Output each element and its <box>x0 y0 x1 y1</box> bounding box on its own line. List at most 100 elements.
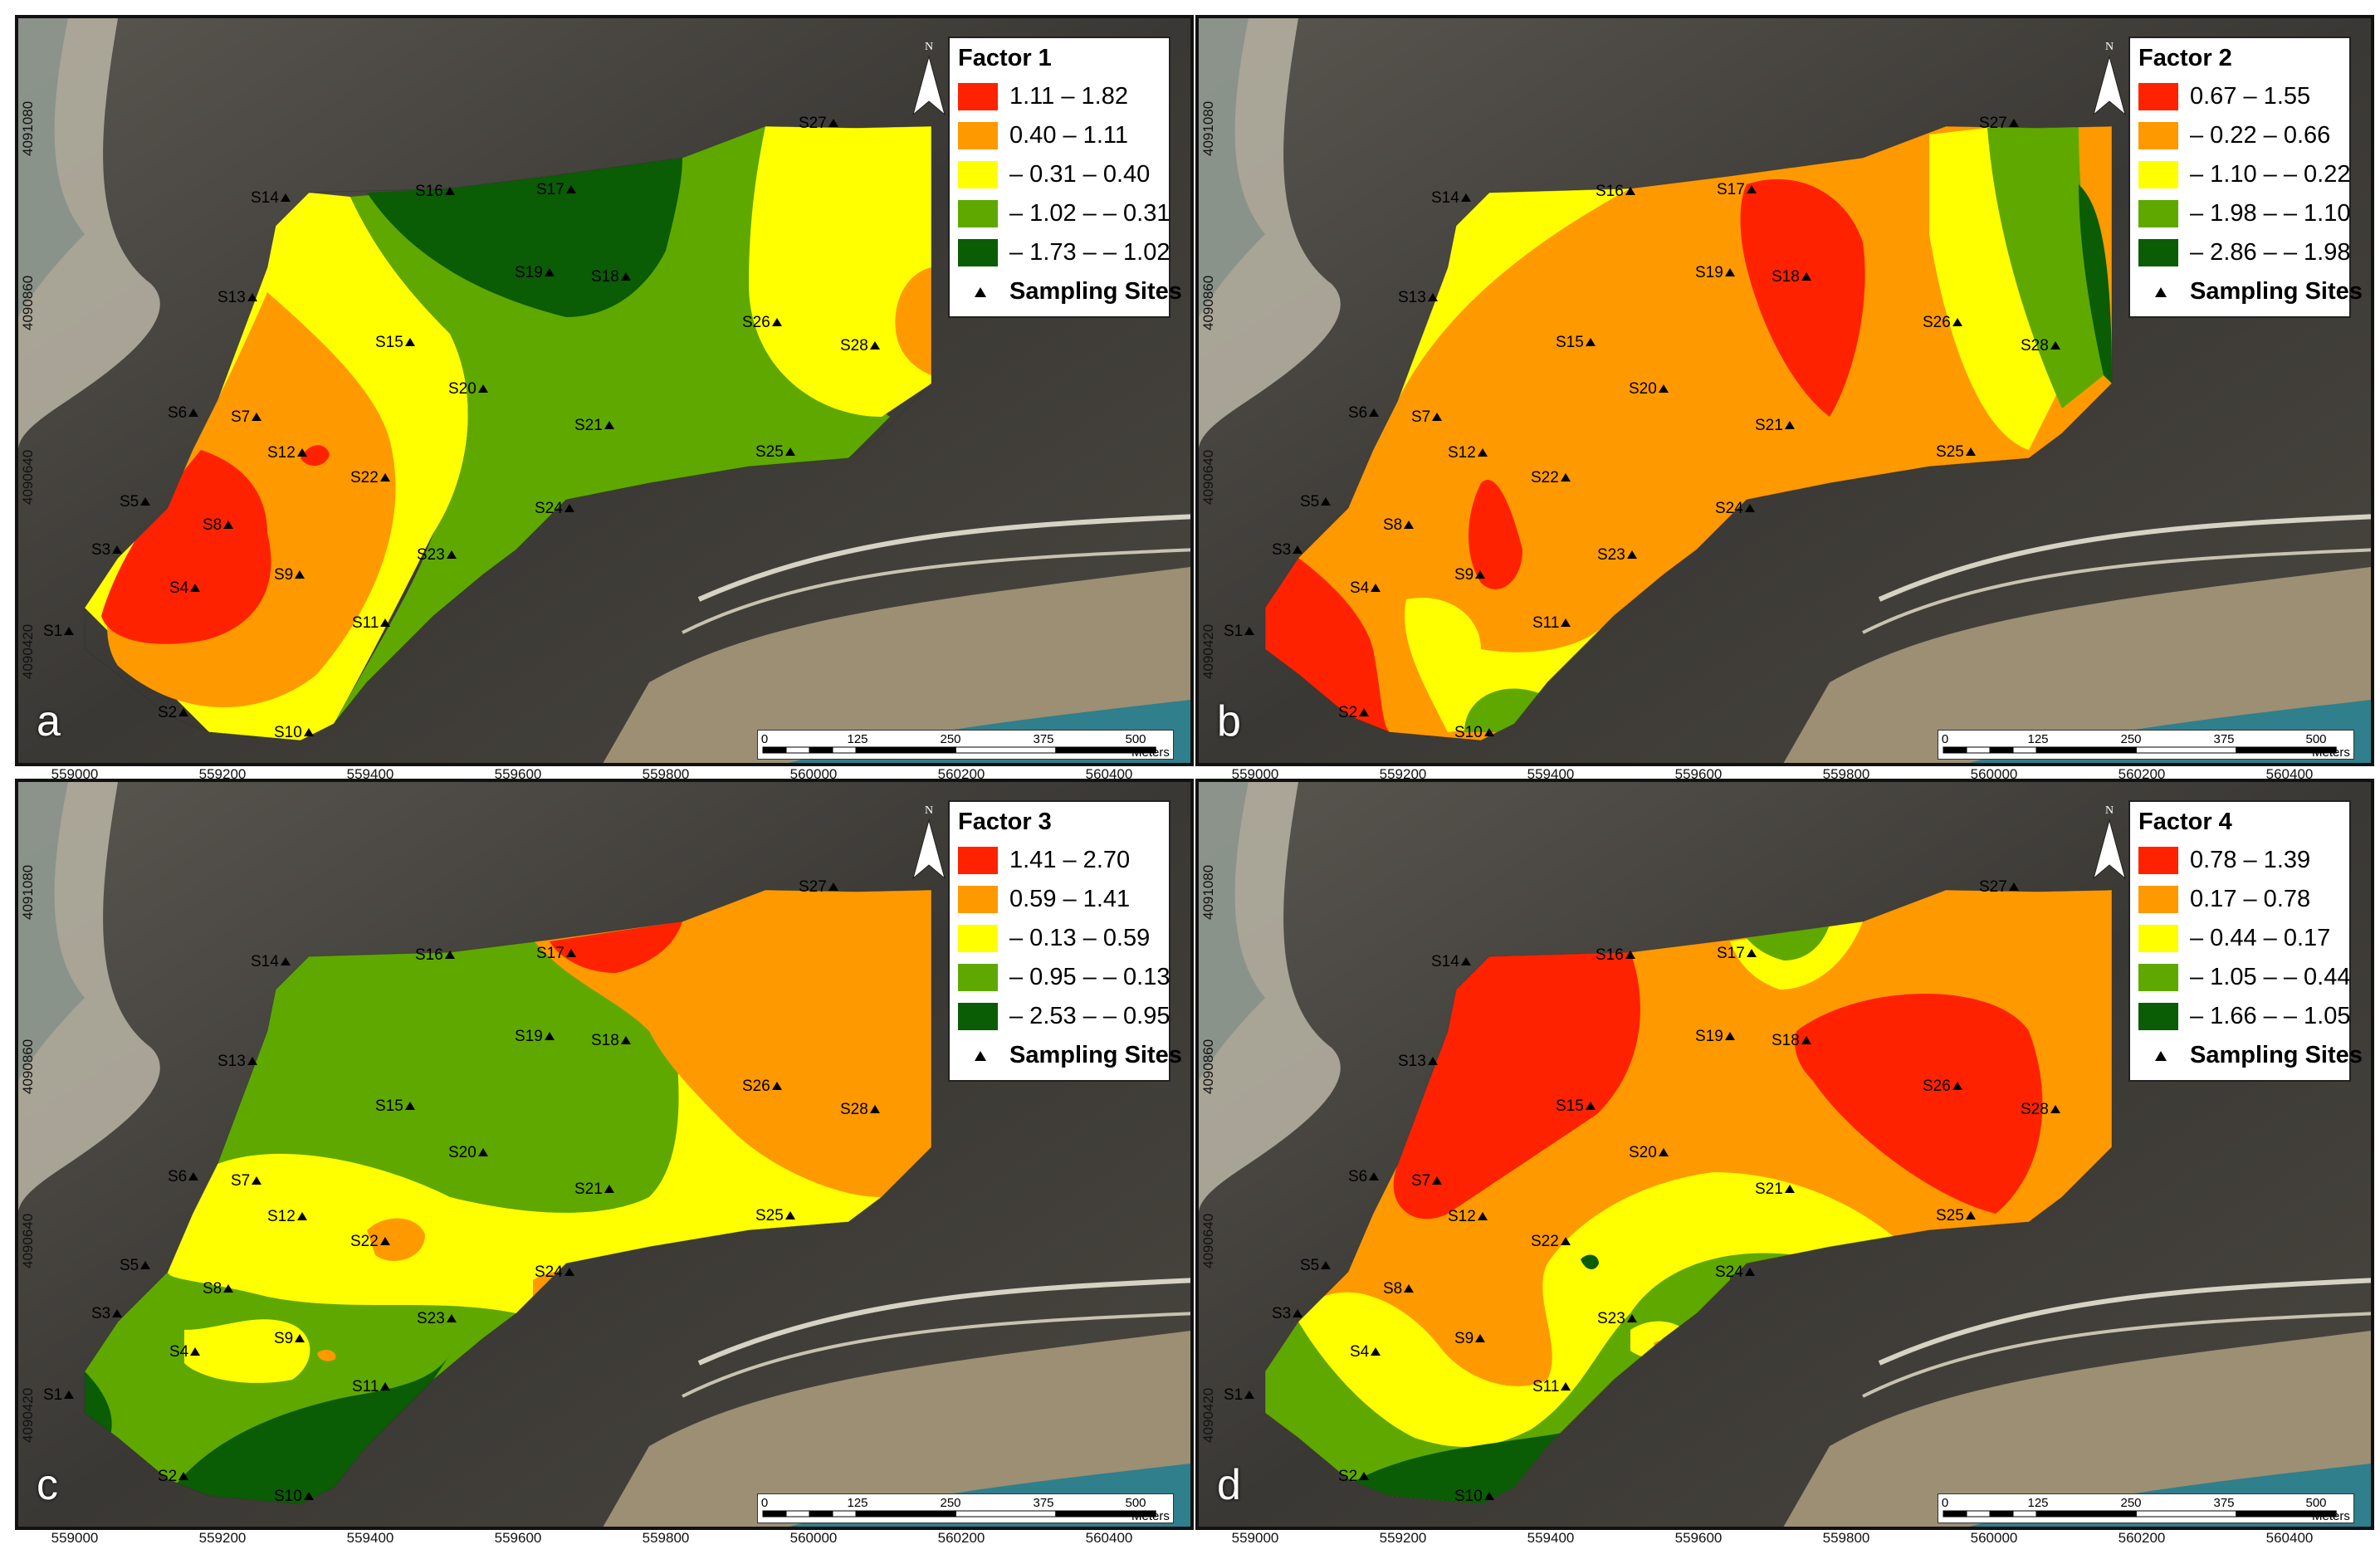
site-label: S1 <box>1224 623 1244 640</box>
sampling-site-s22: S22 <box>350 469 390 487</box>
sampling-site-s16: S16 <box>1596 946 1635 965</box>
svg-text:N: N <box>925 41 933 53</box>
legend-label: – 2.53 – – 0.95 <box>1009 1003 1170 1029</box>
site-label: S26 <box>742 1078 770 1095</box>
legend-label: Sampling Sites <box>2190 1042 2363 1068</box>
site-marker-icon <box>1371 584 1381 592</box>
site-label: S6 <box>168 404 188 422</box>
site-marker-icon <box>1404 1284 1415 1293</box>
triangle-icon <box>2155 286 2167 297</box>
sampling-site-s10: S10 <box>1454 1488 1494 1506</box>
legend-item: 0.17 – 0.78 <box>2138 880 2341 919</box>
site-label: S13 <box>1398 289 1426 306</box>
legend-item: – 1.66 – – 1.05 <box>2138 997 2351 1036</box>
site-marker-icon <box>379 1237 390 1245</box>
site-marker-icon <box>446 550 457 559</box>
north-arrow-icon: N <box>910 38 948 125</box>
y-tick-label: 4091080 <box>1200 100 1216 156</box>
water-area <box>18 782 85 1081</box>
site-label: S5 <box>120 1257 139 1274</box>
site-marker-icon <box>620 1036 631 1044</box>
legend-label: – 0.95 – – 0.13 <box>1009 964 1170 990</box>
scale-tick-label: 250 <box>2120 732 2142 746</box>
x-tick-label: 559800 <box>1822 1530 1870 1546</box>
site-marker-icon <box>1483 1492 1494 1500</box>
site-label: S12 <box>1448 1208 1476 1225</box>
x-tick-label: 560400 <box>1085 1530 1133 1546</box>
site-marker-icon <box>1625 951 1635 959</box>
site-marker-icon <box>444 187 455 195</box>
site-marker-icon <box>1293 545 1303 554</box>
sampling-site-s17: S17 <box>536 945 576 963</box>
site-label: S13 <box>217 1053 246 1070</box>
sampling-site-s27: S27 <box>799 115 838 133</box>
sampling-site-s26: S26 <box>1923 314 1962 332</box>
site-marker-icon <box>188 408 199 417</box>
scale-bar: 0 125 250 375 500 Meters <box>1938 1493 2354 1523</box>
legend-title: Factor 1 <box>958 45 1052 71</box>
road <box>682 1312 1190 1398</box>
sampling-site-s13: S13 <box>217 289 257 307</box>
site-marker-icon <box>565 949 576 957</box>
zone-2 <box>317 1350 336 1361</box>
site-marker-icon <box>1369 408 1380 417</box>
sampling-site-s13: S13 <box>1398 1053 1438 1071</box>
sampling-site-s8: S8 <box>1383 1280 1415 1298</box>
site-label: S19 <box>515 264 543 281</box>
site-label: S11 <box>1532 1378 1560 1395</box>
site-label: S11 <box>1532 614 1560 632</box>
zone-5 <box>1332 1430 1581 1504</box>
site-label: S9 <box>274 1330 294 1347</box>
site-marker-icon <box>1244 627 1255 635</box>
sampling-site-s27: S27 <box>1979 115 2019 133</box>
sampling-site-s12: S12 <box>1448 444 1488 462</box>
site-marker-icon <box>1626 550 1637 559</box>
sampling-site-s10: S10 <box>1454 724 1494 742</box>
map-panel-b: S1 S2 S3 S4 S5 S6 S7 S8 S9 S10 S11 S12 S13 S14 S15 S16 S… <box>1195 15 2374 766</box>
panel-letter: b <box>1217 697 1241 745</box>
site-label: S2 <box>1338 704 1358 721</box>
legend-swatch <box>958 847 998 874</box>
site-label: S28 <box>2021 1101 2049 1118</box>
factor-zones <box>1265 890 2112 1504</box>
legend-label: 0.17 – 0.78 <box>2190 886 2311 912</box>
legend-label: – 0.31 – 0.40 <box>1009 161 1151 188</box>
site-label: S10 <box>1454 1488 1483 1505</box>
scale-bar: 0 125 250 375 500 Meters <box>1938 730 2354 760</box>
north-arrow-icon: N <box>2090 38 2128 125</box>
zone-4 <box>1987 126 2104 408</box>
site-label: S1 <box>43 623 63 640</box>
site-marker-icon <box>1801 272 1811 281</box>
y-tick-label: 4090420 <box>1200 1387 1216 1443</box>
site-label: S12 <box>1448 444 1476 462</box>
sampling-site-s6: S6 <box>1348 404 1380 423</box>
site-label: S4 <box>1350 579 1370 597</box>
sampling-site-s7: S7 <box>231 408 262 427</box>
zone-2 <box>895 267 931 375</box>
site-marker-icon <box>295 570 305 579</box>
zone-1 <box>1265 558 1390 732</box>
site-label: S17 <box>536 945 564 962</box>
legend-label: – 0.44 – 0.17 <box>2190 925 2331 951</box>
site-marker-icon <box>247 293 257 301</box>
sampling-site-s11: S11 <box>352 1378 391 1396</box>
sampling-site-s7: S7 <box>1411 1172 1443 1190</box>
sampling-site-s9: S9 <box>1454 1330 1486 1348</box>
sampling-site-s2: S2 <box>1338 704 1370 722</box>
site-label: S4 <box>169 1343 189 1361</box>
scale-tick-label: 125 <box>2027 1496 2049 1510</box>
sampling-site-s25: S25 <box>1936 443 1976 462</box>
svg-text:N: N <box>2105 804 2114 817</box>
site-label: S12 <box>267 444 296 462</box>
triangle-icon <box>975 286 986 297</box>
site-marker-icon <box>1744 1268 1755 1276</box>
site-marker-icon <box>477 1148 488 1156</box>
sampling-site-s5: S5 <box>120 493 151 511</box>
legend-swatch <box>958 200 998 227</box>
map-panel-c: S1 S2 S3 S4 S5 S6 S7 S8 S9 S10 S11 S12 S13 S14 S15 S16 S… <box>15 779 1194 1530</box>
site-label: S28 <box>840 337 868 354</box>
site-label: S21 <box>1755 1180 1783 1198</box>
scale-tick-label: 500 <box>1125 732 1146 746</box>
sampling-site-s8: S8 <box>203 1280 234 1298</box>
scale-bar: 0 125 250 375 500 Meters <box>757 730 1174 760</box>
